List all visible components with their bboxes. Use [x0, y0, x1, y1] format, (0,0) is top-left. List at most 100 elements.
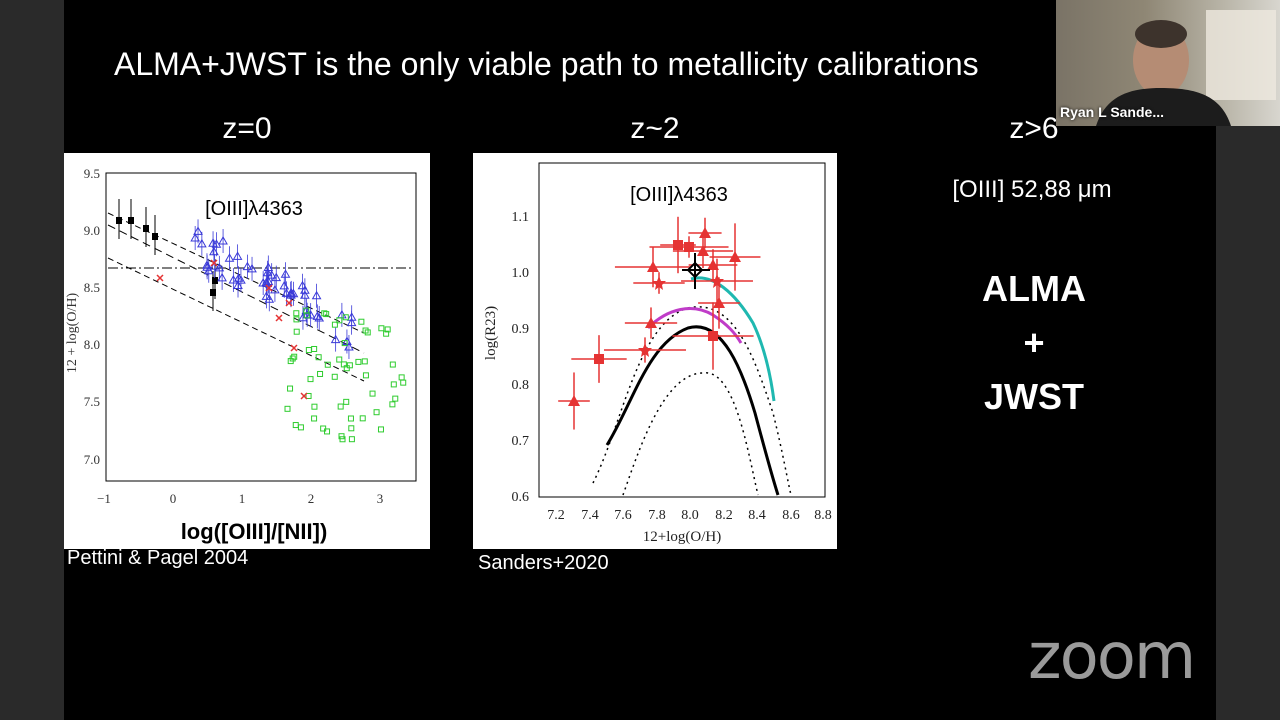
data-point-blue: [197, 238, 207, 248]
data-point-blue: [311, 290, 322, 300]
data-point-blue: [305, 310, 316, 319]
data-point-green: [384, 326, 391, 333]
data-point-blue: [242, 261, 253, 271]
alma-jwst-stack: ALMA + JWST: [924, 262, 1144, 424]
data-point-black: [210, 289, 216, 296]
oiii-line-label: [OIII] 52,88 μm: [952, 176, 1112, 203]
data-point-green: [359, 415, 366, 422]
data-point-green: [362, 372, 369, 379]
data-point-green: [373, 409, 380, 416]
data-point-blue: [217, 272, 227, 282]
data-point-green: [341, 340, 348, 347]
data-point-red: [275, 314, 283, 322]
x-tick-label: 1: [239, 491, 246, 506]
y-tick-label: 9.0: [84, 223, 100, 238]
data-point-red-triangle: [645, 317, 657, 328]
data-point-blue: [203, 265, 214, 275]
data-point-green: [338, 433, 345, 440]
zoom-logo: zoom: [1028, 620, 1196, 694]
data-point-blue: [298, 312, 308, 322]
data-point-red-square: [673, 240, 683, 250]
calibration-line-mid: [107, 224, 365, 354]
column-heading-z2: z~2: [630, 112, 680, 145]
data-point-blue: [211, 239, 222, 248]
data-point-red-star: [710, 274, 724, 288]
data-point-green: [355, 358, 362, 365]
data-point-green: [337, 403, 344, 410]
data-point-green: [284, 405, 291, 412]
data-point-green: [383, 330, 390, 337]
x-tick-label: 8.8: [814, 508, 832, 523]
column-heading-z6: z>6: [1009, 112, 1059, 145]
data-point-red-star: [638, 343, 652, 357]
participant-name-label: Ryan L Sande...: [1060, 104, 1164, 120]
right-letterbox: [1216, 126, 1280, 720]
data-point-green: [348, 436, 355, 443]
data-point-black: [143, 225, 149, 232]
plot-sanders2020: 1.1 1.0 0.9 0.8 0.7 0.6 7.2 7.4 7.6 7.8 …: [473, 153, 837, 549]
data-point-green: [378, 325, 385, 332]
data-point-blue: [262, 267, 273, 277]
stack-line-jwst: JWST: [983, 376, 1084, 417]
data-point-green: [311, 345, 318, 352]
plot-pp04-svg: 9.5 9.0 8.5 8.0 7.5 7.0 −1 0 1 2 3 12 + …: [65, 166, 417, 544]
data-point-black: [128, 217, 134, 224]
data-point-red-triangle: [729, 251, 741, 262]
data-point-green: [291, 353, 298, 360]
pp04-points-group: [116, 199, 407, 443]
data-point-green: [311, 403, 318, 410]
data-point-green: [343, 365, 350, 372]
data-point-red-square: [594, 354, 604, 364]
y-tick-label: 9.5: [84, 166, 100, 181]
plot-annotation: [OIII]λ4363: [205, 198, 303, 220]
data-point-red: [265, 284, 273, 292]
data-point-blue: [346, 317, 357, 327]
teal-curve: [690, 276, 776, 402]
stack-line-alma: ALMA: [982, 268, 1086, 309]
data-point-green: [324, 361, 331, 368]
data-point-blue: [233, 273, 244, 282]
data-point-blue: [247, 263, 257, 273]
x-tick-label: −1: [97, 491, 111, 506]
data-point-blue: [264, 294, 275, 303]
data-point-green: [400, 379, 407, 386]
data-point-green: [293, 316, 300, 323]
data-point-green: [323, 311, 330, 318]
data-point-green: [389, 361, 396, 368]
data-point-red-triangle: [647, 261, 659, 272]
data-point-green: [303, 307, 310, 314]
data-point-green: [317, 370, 324, 377]
data-point-black: [152, 233, 158, 240]
median-curve-black: [605, 325, 780, 496]
y-tick-label: 8.0: [84, 337, 100, 352]
data-point-blue: [270, 284, 280, 294]
data-point-black: [212, 277, 218, 284]
scatter-envelope-dotted-lower: [622, 372, 759, 496]
participant-video-tile[interactable]: Ryan L Sande...: [1056, 0, 1280, 126]
data-point-green: [292, 422, 299, 429]
caption-pettini-pagel: Pettini & Pagel 2004: [67, 547, 249, 569]
data-point-red-star: [652, 276, 666, 290]
data-point-green: [361, 358, 368, 365]
calibration-line-lower: [107, 257, 365, 382]
y-axis-label: log(R23): [483, 306, 499, 360]
data-point-green: [364, 329, 371, 336]
data-point-red: [300, 392, 308, 400]
data-point-red: [210, 259, 218, 267]
data-point-green: [358, 318, 365, 325]
y-axis-label: 12 + log(O/H): [65, 293, 80, 374]
y-tick-label: 0.8: [512, 378, 530, 393]
data-point-blue: [224, 253, 235, 262]
x-tick-label: 7.2: [547, 508, 565, 523]
y-tick-label: 1.0: [512, 266, 530, 281]
data-point-red-triangle: [713, 297, 725, 308]
data-point-blue: [233, 280, 243, 289]
data-point-blue: [190, 233, 201, 242]
data-point-green: [305, 392, 312, 399]
plot-sanders-svg: 1.1 1.0 0.9 0.8 0.7 0.6 7.2 7.4 7.6 7.8 …: [483, 162, 832, 545]
data-point-green: [331, 321, 338, 328]
x-tick-label: 8.6: [782, 508, 800, 523]
x-axis-label: log([OIII]/[NII]): [181, 519, 328, 544]
data-point-green: [315, 354, 322, 361]
scatter-envelope-dotted: [592, 306, 792, 496]
